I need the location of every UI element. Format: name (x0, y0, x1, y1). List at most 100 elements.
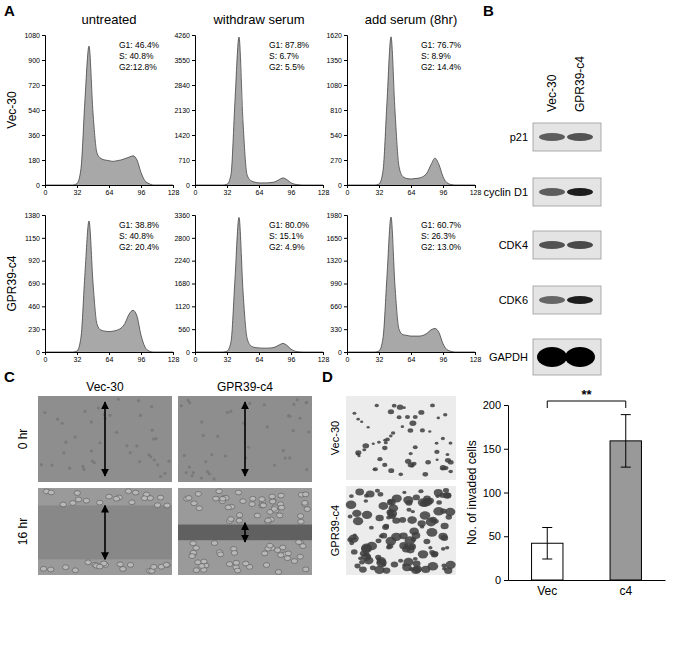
invaded-cell (429, 517, 437, 523)
cell (298, 417, 301, 420)
cell (278, 553, 284, 558)
x-axis-line (46, 353, 174, 356)
cell (96, 500, 102, 505)
plot-area (195, 217, 323, 352)
tick: 64 (256, 352, 264, 363)
y-axis-title: No. of invaded cells (465, 440, 479, 545)
cell (292, 429, 295, 432)
tick-mark (475, 185, 476, 188)
tick: 0 (36, 349, 45, 356)
cell (304, 401, 307, 404)
tick-label: 128 (470, 356, 482, 363)
invaded-cell (348, 515, 353, 519)
cell (81, 465, 84, 468)
tick-mark (192, 306, 195, 307)
blot-band (537, 347, 567, 367)
tick: 0 (186, 349, 195, 356)
tick: 100 (483, 487, 508, 499)
tick-mark (504, 580, 508, 581)
tick-mark (504, 536, 508, 537)
tick: 3550 (174, 57, 195, 64)
x-axis: 0326496128 (44, 185, 180, 196)
tick: 1120 (175, 303, 195, 310)
tick-label: 96 (288, 189, 296, 196)
invaded-cell (346, 501, 357, 509)
tick: 330 (330, 326, 347, 333)
row-label: 0 hr (16, 429, 30, 450)
invaded-cell (441, 523, 449, 529)
tick-label: 3550 (174, 57, 190, 64)
cell (190, 541, 196, 546)
row-label: 16 hr (16, 518, 30, 545)
tick: 560 (178, 326, 195, 333)
panel-label: D (322, 368, 333, 385)
tick-mark (259, 352, 260, 355)
micrograph-bg (38, 488, 172, 575)
y-axis: 0330660990132016501980 (326, 212, 347, 356)
column-header: Vec-30 (86, 380, 124, 394)
tick-label: 4260 (174, 32, 190, 39)
tick-label: 0 (44, 356, 48, 363)
tick: 710 (178, 157, 195, 164)
histogram-area (195, 37, 323, 185)
annotation: G2: 20.4% (119, 242, 160, 252)
annotation: S: 26.3% (421, 231, 456, 241)
cell (60, 502, 66, 507)
tick: 0 (346, 185, 350, 196)
histogram-area (347, 37, 475, 185)
invaded-cell (434, 489, 443, 496)
invaded-cell (377, 557, 386, 564)
cell (202, 434, 205, 437)
cell (226, 562, 232, 567)
cell (50, 463, 53, 466)
cell (217, 552, 223, 557)
tick: 96 (440, 352, 448, 363)
cell (190, 474, 193, 477)
tick: 0 (194, 185, 198, 196)
tick: 2130 (174, 107, 195, 114)
invaded-cell (378, 502, 388, 510)
tick-mark (141, 352, 142, 355)
tick-label: 360 (28, 132, 40, 139)
tick-mark (344, 60, 347, 61)
tick-mark (344, 306, 347, 307)
tick-mark (109, 185, 110, 188)
histogram-area (347, 217, 475, 352)
blot-band (539, 133, 565, 141)
tick-mark (42, 284, 45, 285)
gap-arrow (244, 402, 246, 476)
tick-mark (192, 185, 195, 186)
invaded-cell (355, 488, 364, 495)
cell (164, 563, 170, 568)
cell (129, 451, 132, 454)
tick-mark (323, 185, 324, 188)
blot-band (567, 241, 593, 249)
tick-mark (443, 352, 444, 355)
tick: 128 (318, 352, 330, 363)
invaded-cell (359, 566, 367, 572)
tick-label: 0 (338, 349, 342, 356)
invaded-cell (441, 547, 446, 551)
invaded-cell (405, 415, 410, 419)
cell (201, 559, 207, 564)
tick-label: 460 (28, 303, 40, 310)
invaded-cell (402, 491, 406, 494)
cell (151, 564, 157, 569)
invaded-cell (406, 547, 414, 554)
cell (40, 566, 46, 571)
cell (216, 435, 219, 438)
invaded-cell (412, 532, 421, 539)
blot-strip (533, 178, 601, 206)
cell (285, 551, 291, 556)
tick-mark (42, 185, 45, 186)
histogram-area (45, 46, 173, 185)
tick: 990 (330, 280, 347, 287)
cell (206, 470, 209, 473)
invaded-cell (420, 511, 431, 519)
gap-arrow (104, 402, 106, 476)
invaded-cell (434, 450, 439, 454)
tick-label: 1650 (326, 235, 342, 242)
tick: 1680 (174, 280, 195, 287)
cell (259, 497, 265, 502)
tick-label: 128 (318, 189, 330, 196)
